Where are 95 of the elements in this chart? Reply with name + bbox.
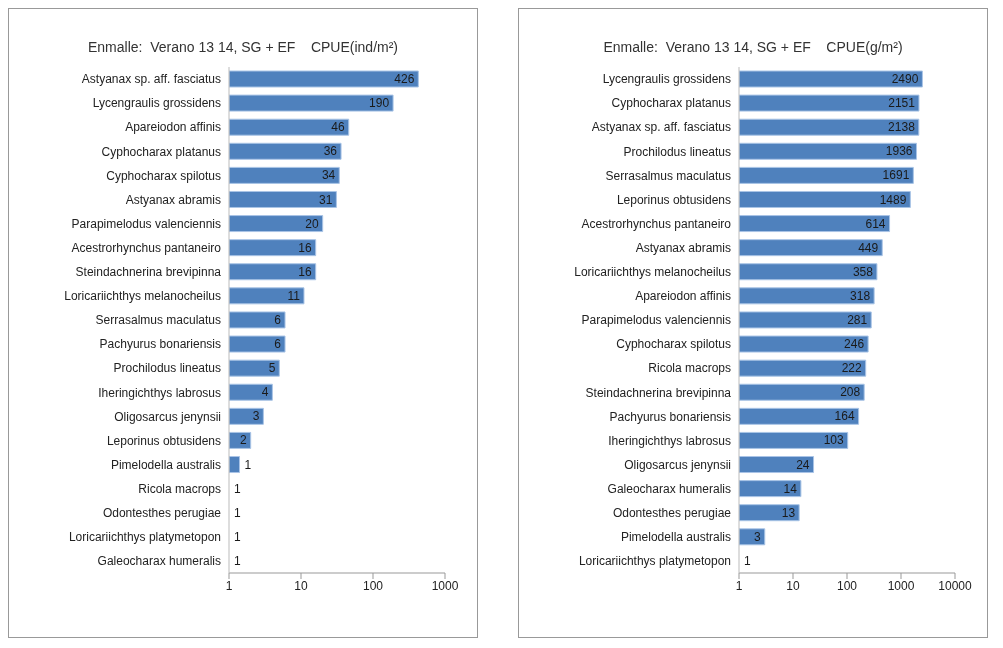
- y-tick-label: Loricariichthys platymetopon: [578, 554, 731, 569]
- data-label: 24: [796, 457, 810, 472]
- x-tick-label: 1: [735, 578, 743, 593]
- y-tick-label: Steindachnerina brevipinna: [75, 265, 222, 280]
- data-label: 16: [298, 264, 313, 279]
- data-label: 208: [840, 385, 861, 400]
- data-label: 36: [323, 144, 338, 159]
- y-tick-label: Parapimelodus valenciennis: [71, 216, 221, 231]
- data-label: 4: [261, 385, 269, 400]
- data-label: 1: [234, 505, 241, 520]
- data-label: 1: [244, 457, 252, 472]
- data-label: 449: [858, 240, 879, 255]
- y-tick-label: Lycengraulis grossidens: [92, 96, 221, 111]
- x-tick-label: 100: [836, 578, 858, 593]
- data-label: 6: [274, 337, 282, 352]
- x-tick-label: 10000: [938, 578, 973, 593]
- y-tick-label: Pimelodella australis: [110, 457, 221, 472]
- y-tick-label: Oligosarcus jenynsii: [624, 457, 731, 472]
- data-label: 2151: [888, 96, 916, 111]
- y-tick-label: Apareiodon affinis: [125, 120, 221, 135]
- data-label: 190: [369, 96, 390, 111]
- y-tick-label: Loricariichthys melanocheilus: [574, 265, 731, 280]
- y-tick-label: Leporinus obtusidens: [616, 192, 731, 207]
- y-tick-label: Odontesthes perugiae: [612, 506, 732, 521]
- data-label: 11: [287, 288, 301, 303]
- y-tick-label: Acestrorhynchus pantaneiro: [71, 240, 222, 255]
- data-label: 34: [321, 168, 336, 183]
- data-label: 164: [834, 409, 855, 424]
- data-label: 2490: [891, 72, 919, 87]
- data-label: 103: [823, 433, 845, 448]
- data-label: 1: [234, 553, 241, 568]
- x-tick-label: 1: [225, 578, 233, 593]
- y-tick-label: Cyphocharax spilotus: [106, 168, 221, 183]
- y-tick-label: Astyanax sp. aff. fasciatus: [81, 72, 221, 87]
- y-tick-label: Parapimelodus valenciennis: [581, 313, 731, 328]
- y-tick-label: Iheringichthys labrosus: [98, 385, 221, 400]
- data-label: 1691: [882, 168, 910, 183]
- y-tick-label: Galeocharax humeralis: [97, 554, 221, 569]
- data-label: 222: [841, 361, 863, 376]
- data-label: 5: [268, 361, 276, 376]
- data-label: 20: [305, 216, 319, 231]
- y-tick-label: Steindachnerina brevipinna: [585, 385, 732, 400]
- x-tick-label: 1000: [431, 578, 459, 593]
- data-label: 281: [847, 313, 868, 327]
- chart-title: Enmalle: Verano 13 14, SG + EF CPUE(ind/m²): [86, 39, 400, 57]
- data-label: 2: [239, 433, 247, 448]
- data-label: 31: [319, 192, 333, 207]
- y-tick-label: Oligosarcus jenynsii: [114, 409, 221, 424]
- y-tick-label: Astyanax sp. aff. fasciatus: [591, 120, 731, 135]
- data-label: 1936: [885, 144, 913, 159]
- data-label: 1: [234, 481, 241, 496]
- y-tick-label: Iheringichthys labrosus: [608, 433, 731, 448]
- y-tick-label: Cyphocharax spilotus: [616, 337, 731, 352]
- y-tick-label: Loricariichthys platymetopon: [68, 530, 221, 545]
- data-label: 2138: [888, 120, 916, 135]
- data-label: 14: [783, 481, 798, 496]
- data-label: 1489: [879, 192, 907, 207]
- data-label: 3: [252, 409, 260, 424]
- y-tick-label: Acestrorhynchus pantaneiro: [581, 216, 732, 231]
- y-tick-label: Astyanax abramis: [635, 240, 731, 255]
- y-tick-label: Serrasalmus maculatus: [605, 168, 731, 183]
- y-tick-label: Loricariichthys melanocheilus: [64, 289, 221, 304]
- y-tick-label: Prochilodus lineatus: [623, 144, 731, 159]
- y-tick-label: Cyphocharax platanus: [101, 144, 221, 159]
- data-label: 6: [274, 313, 282, 327]
- y-tick-label: Apareiodon affinis: [635, 289, 731, 304]
- data-label: 318: [850, 288, 871, 303]
- data-label: 246: [844, 337, 865, 352]
- y-tick-label: Pachyurus bonariensis: [609, 409, 731, 424]
- y-tick-label: Galeocharax humeralis: [607, 481, 731, 496]
- y-tick-label: Astyanax abramis: [125, 192, 221, 207]
- data-label: 3: [754, 529, 762, 544]
- y-tick-label: Pachyurus bonariensis: [99, 337, 221, 352]
- y-tick-label: Leporinus obtusidens: [106, 433, 221, 448]
- y-tick-label: Ricola macrops: [138, 481, 221, 496]
- y-tick-label: Prochilodus lineatus: [113, 361, 221, 376]
- data-label: 1: [234, 529, 241, 544]
- x-tick-label: 10: [294, 578, 308, 593]
- data-label: 46: [331, 120, 346, 135]
- y-tick-label: Lycengraulis grossidens: [602, 72, 731, 87]
- data-label: 1: [744, 553, 751, 568]
- x-tick-label: 10: [786, 578, 800, 593]
- data-label: 614: [865, 216, 886, 231]
- data-label: 16: [298, 240, 313, 255]
- y-tick-label: Odontesthes perugiae: [102, 506, 222, 521]
- data-label: 426: [394, 72, 415, 87]
- x-tick-label: 100: [362, 578, 384, 593]
- y-tick-label: Ricola macrops: [648, 361, 731, 376]
- y-tick-label: Serrasalmus maculatus: [95, 313, 221, 328]
- x-tick-label: 1000: [887, 578, 915, 593]
- chart-title: Enmalle: Verano 13 14, SG + EF CPUE(g/m²): [602, 39, 904, 57]
- y-tick-label: Cyphocharax platanus: [611, 96, 731, 111]
- data-label: 13: [781, 505, 796, 520]
- data-label: 358: [852, 264, 874, 279]
- y-tick-label: Pimelodella australis: [620, 530, 731, 545]
